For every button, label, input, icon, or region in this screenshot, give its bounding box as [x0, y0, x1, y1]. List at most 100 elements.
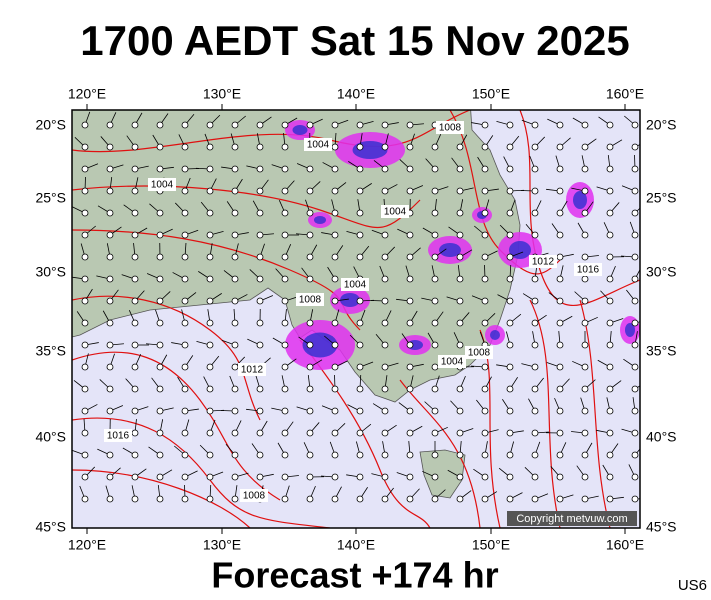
barb-station — [581, 165, 589, 173]
barb-station — [431, 297, 439, 305]
barb-station — [581, 231, 589, 239]
barb-station — [481, 363, 489, 371]
barb-station — [531, 495, 539, 503]
barb-station — [156, 253, 164, 261]
barb-station — [206, 253, 214, 261]
barb-station — [406, 121, 414, 129]
barb-station — [81, 495, 89, 503]
barb-station — [556, 297, 564, 305]
barb-station — [431, 341, 439, 349]
barb-station — [631, 451, 639, 459]
barb-station — [556, 253, 564, 261]
barb-station — [231, 407, 239, 415]
isobar-label: 1004 — [441, 357, 464, 368]
barb-station — [581, 187, 589, 195]
barb-station — [106, 231, 114, 239]
barb-station — [506, 495, 514, 503]
barb-station — [406, 385, 414, 393]
barb-station — [181, 451, 189, 459]
barb-station — [331, 341, 339, 349]
barb-station — [306, 451, 314, 459]
barb-station — [131, 253, 139, 261]
lat-label: 45°S — [35, 519, 66, 535]
barb-station — [131, 187, 139, 195]
barb-station — [356, 209, 364, 217]
barb-station — [556, 451, 564, 459]
barb-station — [356, 407, 364, 415]
barb-station — [531, 363, 539, 371]
barb-station — [431, 231, 439, 239]
barb-station — [631, 495, 639, 503]
wind-barbs — [72, 111, 640, 503]
barb-station — [406, 143, 414, 151]
lat-label: 45°S — [646, 519, 677, 535]
barb-station — [531, 407, 539, 415]
barb-station — [181, 407, 189, 415]
barb-station — [381, 275, 389, 283]
barb-station — [106, 407, 114, 415]
barb-station — [231, 253, 239, 261]
barb-station — [156, 407, 164, 415]
barb-station — [431, 495, 439, 503]
barb-station — [456, 297, 464, 305]
lon-label: 160°E — [606, 537, 644, 553]
barb-station — [481, 407, 489, 415]
barb-station — [606, 341, 614, 349]
barb-station — [581, 407, 589, 415]
barb-station — [156, 297, 164, 305]
barb-station — [556, 473, 564, 481]
barb-station — [581, 341, 589, 349]
barb-station — [81, 143, 89, 151]
barb-station — [456, 143, 464, 151]
barb-station — [481, 429, 489, 437]
barb-station — [456, 341, 464, 349]
barb-station — [481, 495, 489, 503]
barb-station — [606, 385, 614, 393]
barb-station — [531, 319, 539, 327]
barb-station — [106, 473, 114, 481]
barb-station — [606, 473, 614, 481]
barb-station — [506, 385, 514, 393]
barb-station — [481, 297, 489, 305]
barb-station — [256, 231, 264, 239]
barb-station — [256, 187, 264, 195]
barb-station — [606, 407, 614, 415]
barb-station — [306, 209, 314, 217]
barb-station — [481, 451, 489, 459]
barb-station — [531, 231, 539, 239]
isobar-label-box — [438, 355, 466, 368]
barb-station — [556, 143, 564, 151]
precipitation — [285, 120, 640, 370]
barb-station — [281, 495, 289, 503]
isobar-label: 1008 — [299, 295, 322, 306]
barb-station — [631, 165, 639, 173]
barb-station — [531, 297, 539, 305]
barb-station — [206, 473, 214, 481]
barb-station — [581, 143, 589, 151]
lon-label: 130°E — [203, 537, 241, 553]
isobar-label-box — [238, 363, 266, 376]
barb-station — [556, 429, 564, 437]
barb-station — [406, 473, 414, 481]
barb-station — [181, 319, 189, 327]
barb-station — [481, 385, 489, 393]
barb-station — [106, 319, 114, 327]
barb-station — [556, 495, 564, 503]
barb-station — [581, 429, 589, 437]
barb-station — [281, 231, 289, 239]
barb-station — [556, 209, 564, 217]
barb-station — [181, 473, 189, 481]
barb-station — [131, 385, 139, 393]
barb-station — [406, 341, 414, 349]
barb-station — [256, 275, 264, 283]
barb-station — [431, 407, 439, 415]
barb-station — [256, 121, 264, 129]
barb-station — [231, 165, 239, 173]
barb-station — [206, 165, 214, 173]
barb-station — [156, 275, 164, 283]
barb-station — [81, 165, 89, 173]
barb-station — [631, 473, 639, 481]
barb-station — [206, 275, 214, 283]
isobar — [529, 299, 561, 528]
barb-station — [381, 473, 389, 481]
